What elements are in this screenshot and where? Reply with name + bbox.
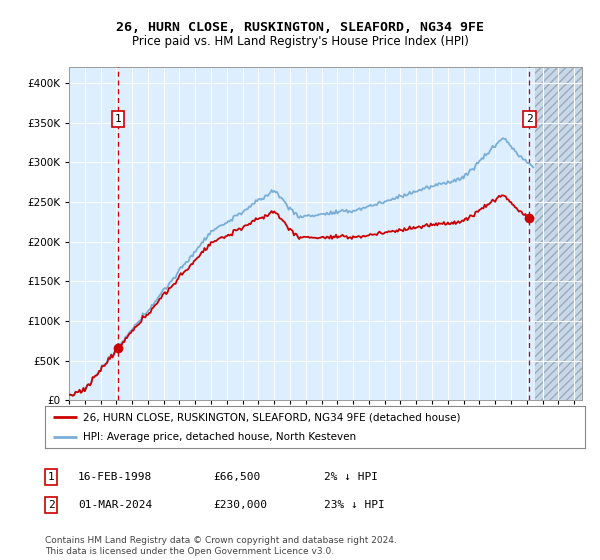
Text: 26, HURN CLOSE, RUSKINGTON, SLEAFORD, NG34 9FE (detached house): 26, HURN CLOSE, RUSKINGTON, SLEAFORD, NG… [83, 412, 460, 422]
Text: HPI: Average price, detached house, North Kesteven: HPI: Average price, detached house, Nort… [83, 432, 356, 442]
Text: 1: 1 [115, 114, 122, 124]
Text: Price paid vs. HM Land Registry's House Price Index (HPI): Price paid vs. HM Land Registry's House … [131, 35, 469, 48]
Bar [535, 67, 582, 400]
Text: 23% ↓ HPI: 23% ↓ HPI [324, 500, 385, 510]
Text: Contains HM Land Registry data © Crown copyright and database right 2024.
This d: Contains HM Land Registry data © Crown c… [45, 536, 397, 556]
Text: 2: 2 [47, 500, 55, 510]
Text: 2% ↓ HPI: 2% ↓ HPI [324, 472, 378, 482]
Text: £230,000: £230,000 [213, 500, 267, 510]
Text: 01-MAR-2024: 01-MAR-2024 [78, 500, 152, 510]
Text: 16-FEB-1998: 16-FEB-1998 [78, 472, 152, 482]
Text: 1: 1 [47, 472, 55, 482]
Bar [535, 67, 582, 400]
Text: 2: 2 [526, 114, 533, 124]
Text: £66,500: £66,500 [213, 472, 260, 482]
Text: 26, HURN CLOSE, RUSKINGTON, SLEAFORD, NG34 9FE: 26, HURN CLOSE, RUSKINGTON, SLEAFORD, NG… [116, 21, 484, 34]
